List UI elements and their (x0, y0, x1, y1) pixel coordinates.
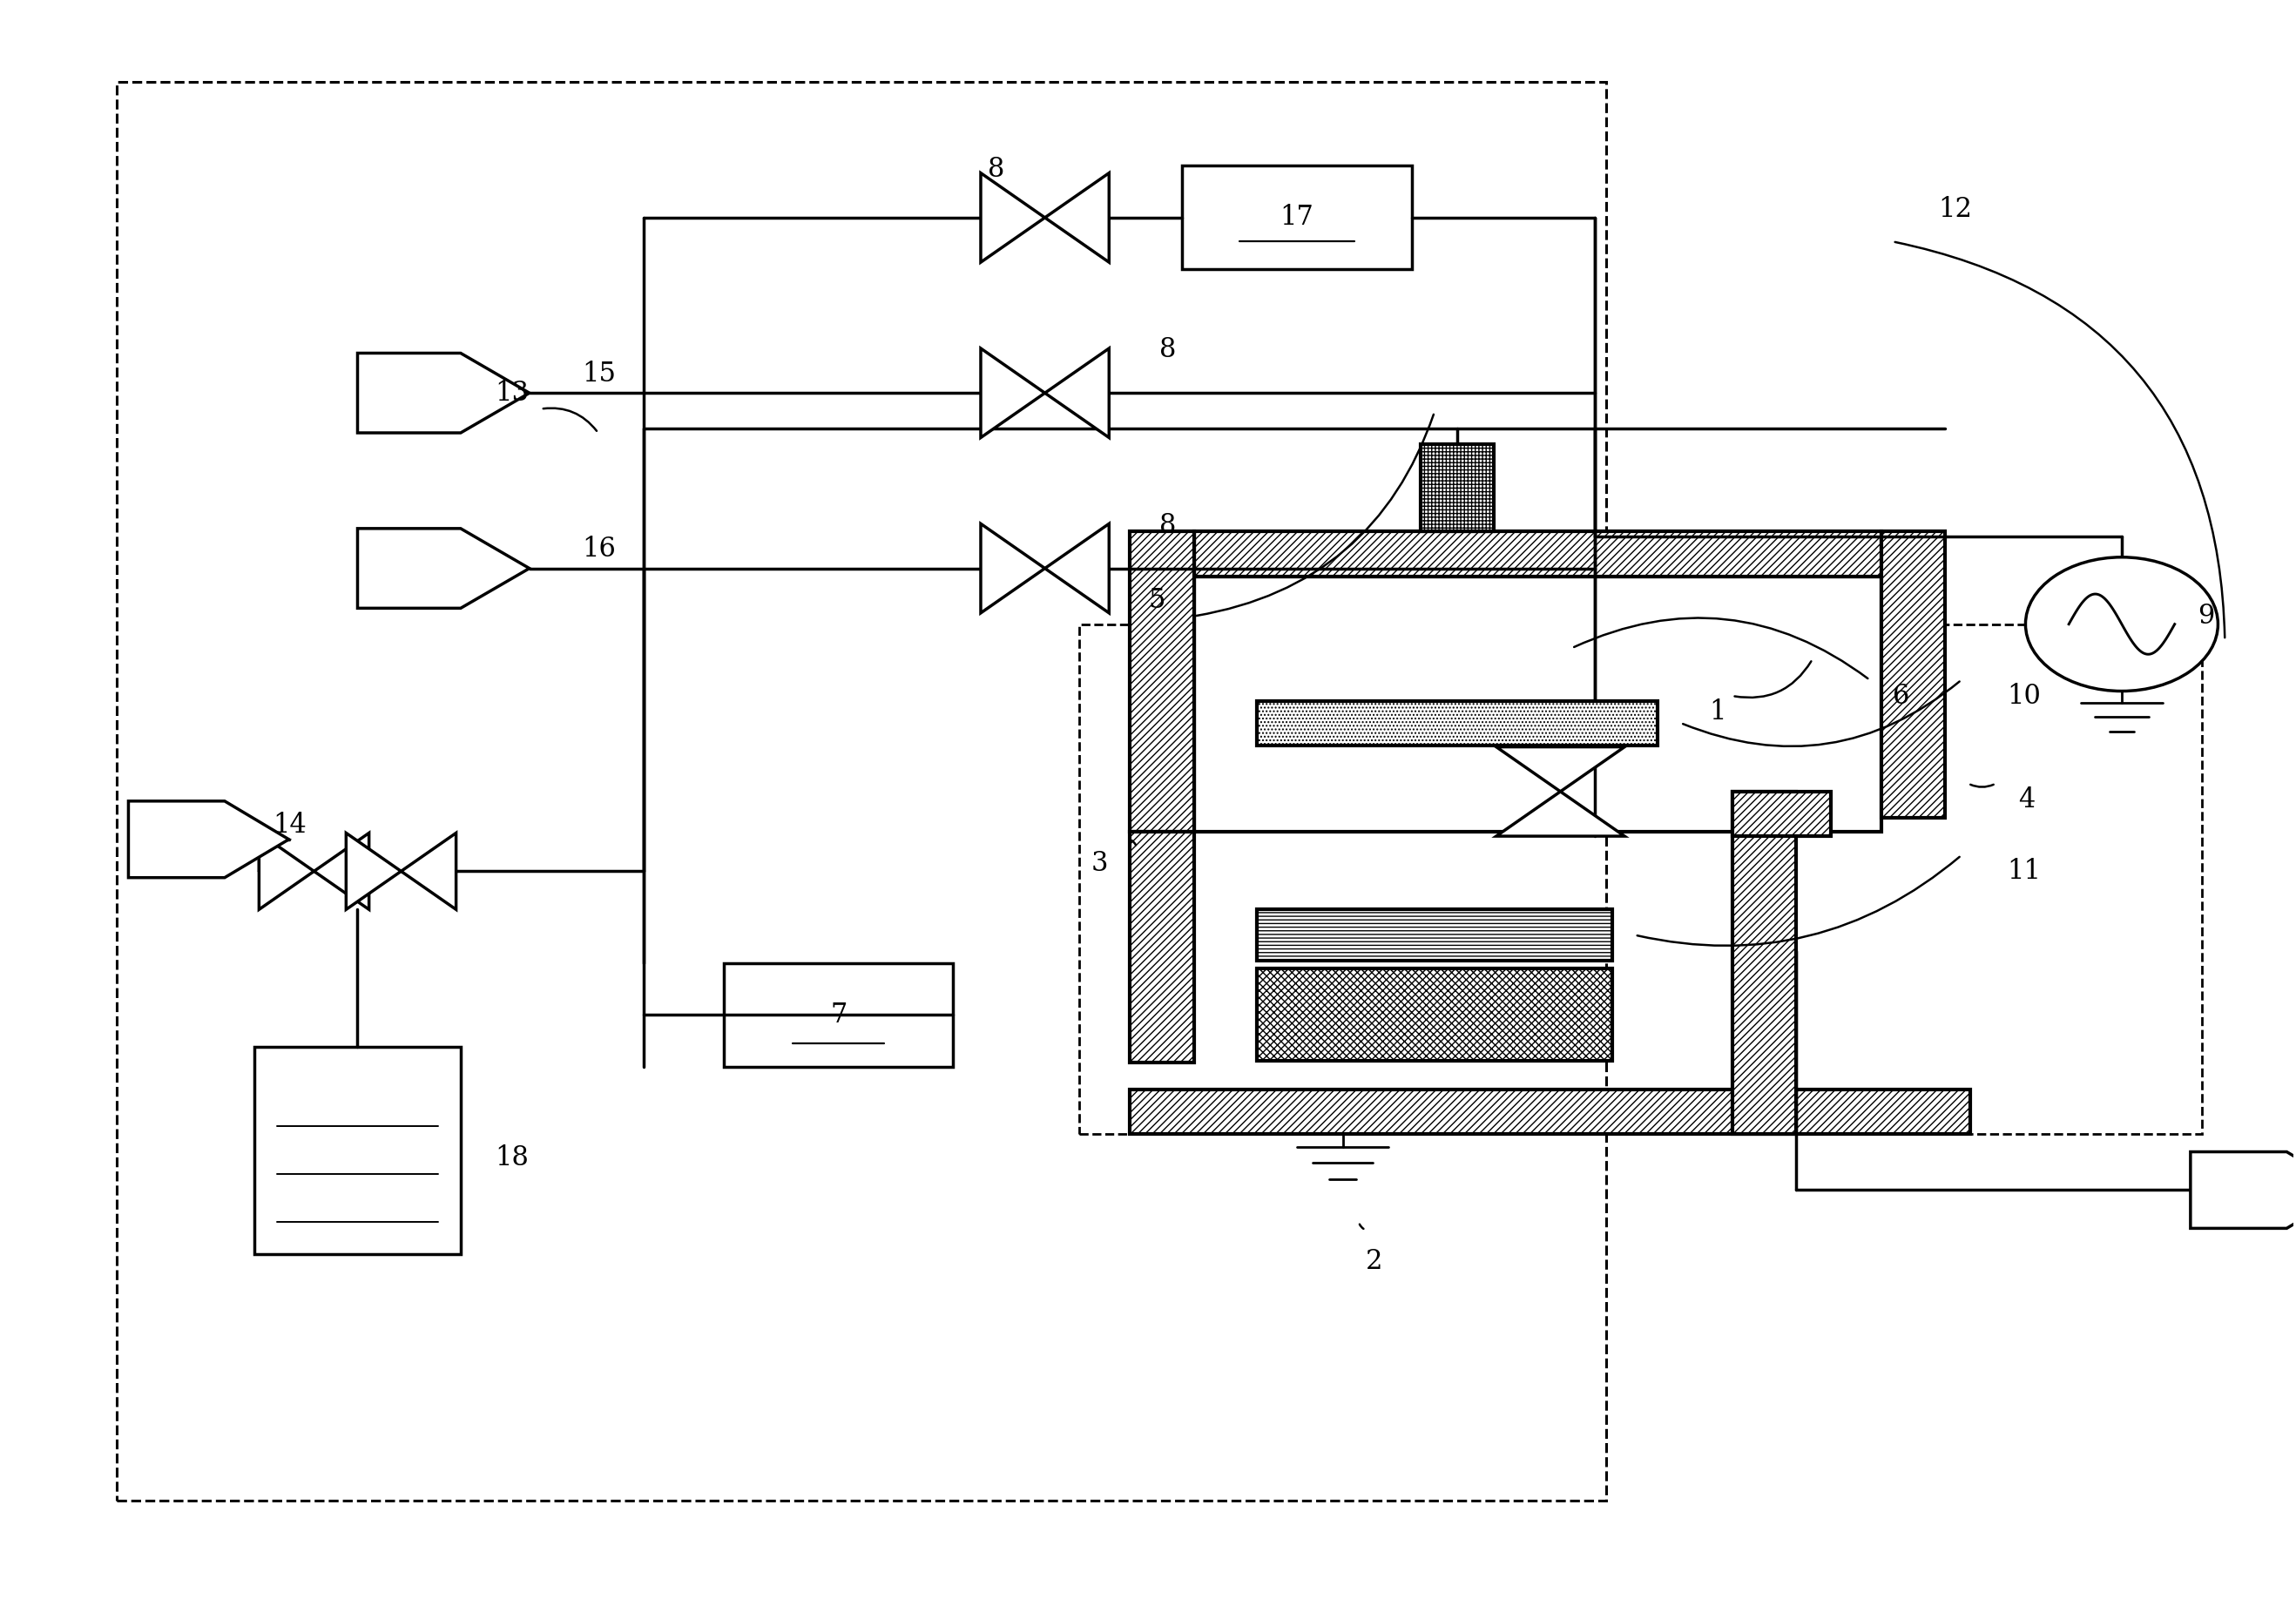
Text: 3: 3 (1091, 849, 1107, 876)
Bar (1130, 532, 1194, 831)
Bar (1130, 831, 1194, 1063)
Bar (1256, 910, 1612, 961)
Text: 4: 4 (2018, 787, 2037, 812)
Text: 11: 11 (2007, 857, 2041, 884)
Bar (1421, 445, 1495, 532)
Text: 16: 16 (583, 536, 615, 563)
Bar (723, 963, 953, 1067)
Text: 8: 8 (987, 157, 1003, 184)
Polygon shape (980, 173, 1045, 262)
Polygon shape (1045, 173, 1109, 262)
Text: 15: 15 (583, 360, 615, 387)
Circle shape (2025, 556, 2218, 691)
Polygon shape (315, 833, 370, 910)
Bar (1182, 166, 1412, 270)
Text: 6: 6 (1892, 683, 1910, 710)
Text: 7: 7 (831, 1001, 847, 1028)
Bar (1194, 576, 1880, 831)
Text: 17: 17 (1279, 205, 1313, 232)
Text: 12: 12 (1938, 197, 1972, 224)
Polygon shape (980, 349, 1045, 438)
Polygon shape (1045, 349, 1109, 438)
Text: 18: 18 (496, 1145, 528, 1172)
Polygon shape (347, 833, 402, 910)
Polygon shape (358, 529, 530, 608)
Text: 8: 8 (1159, 512, 1176, 539)
Polygon shape (358, 353, 530, 433)
Text: 1: 1 (1708, 699, 1727, 726)
Polygon shape (259, 833, 315, 910)
Bar (1880, 532, 1945, 819)
Bar (255, 1047, 461, 1254)
Text: 9: 9 (2197, 603, 2213, 630)
Polygon shape (2190, 1151, 2296, 1228)
Bar (1130, 1089, 1970, 1134)
Bar (1079, 624, 2202, 1134)
Bar (1194, 532, 1880, 576)
Polygon shape (402, 833, 457, 910)
Polygon shape (1497, 747, 1626, 792)
Text: 14: 14 (273, 812, 308, 838)
Polygon shape (129, 801, 289, 878)
Bar (1731, 792, 1830, 836)
Polygon shape (1497, 792, 1626, 836)
Bar (1731, 792, 1795, 1134)
Bar (1256, 700, 1658, 745)
Text: 13: 13 (496, 379, 528, 406)
Text: 8: 8 (1159, 336, 1176, 363)
Text: 10: 10 (2007, 683, 2041, 710)
Text: 2: 2 (1366, 1249, 1382, 1276)
Bar (1256, 969, 1612, 1062)
Polygon shape (1045, 524, 1109, 612)
Polygon shape (980, 524, 1045, 612)
Text: 5: 5 (1148, 587, 1164, 614)
Bar (117, 82, 1607, 1501)
